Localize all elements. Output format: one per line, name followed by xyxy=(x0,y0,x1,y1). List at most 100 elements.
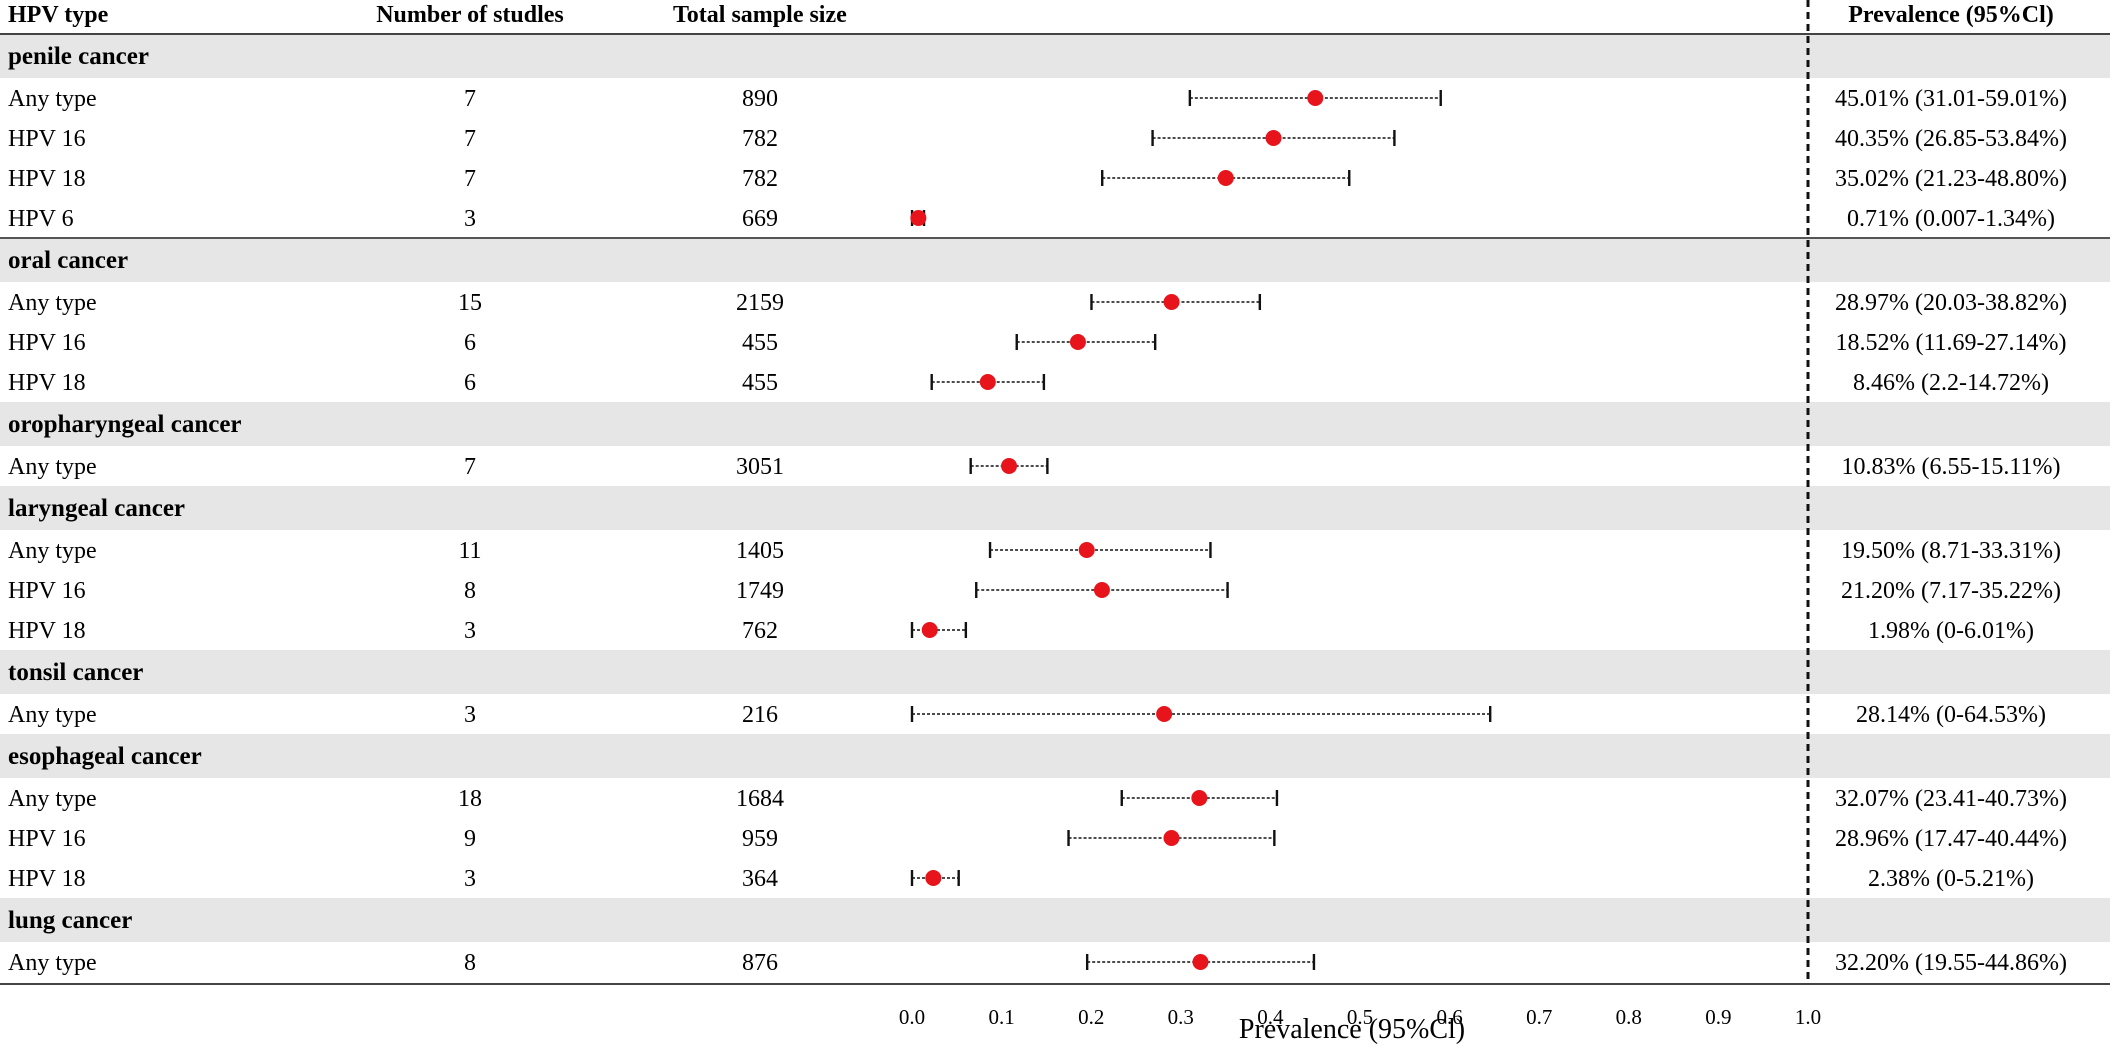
column-header-prevalence: Prevalence (95%Cl) xyxy=(1848,2,2054,28)
x-tick-label: 0.7 xyxy=(1526,1005,1552,1029)
row-sample-size: 782 xyxy=(742,126,778,152)
group-label: penile cancer xyxy=(8,43,149,70)
point-estimate xyxy=(1307,90,1324,106)
row-sample-size: 1684 xyxy=(736,786,784,812)
group-band xyxy=(0,486,2110,530)
row-studies: 9 xyxy=(464,826,476,852)
row-prevalence-text: 28.96% (17.47-40.44%) xyxy=(1835,826,2067,852)
group-band xyxy=(0,402,2110,446)
row-studies: 8 xyxy=(464,578,476,604)
row-prevalence-text: 40.35% (26.85-53.84%) xyxy=(1835,126,2067,152)
row-hpv-type: Any type xyxy=(8,290,97,316)
row-sample-size: 782 xyxy=(742,166,778,192)
row-prevalence-text: 28.14% (0-64.53%) xyxy=(1856,702,2046,728)
row-sample-size: 890 xyxy=(742,86,778,112)
row-sample-size: 2159 xyxy=(736,290,784,316)
point-estimate xyxy=(910,210,927,226)
row-studies: 3 xyxy=(464,206,476,232)
group-label: tonsil cancer xyxy=(8,659,143,686)
row-hpv-type: HPV 16 xyxy=(8,126,86,152)
row-sample-size: 669 xyxy=(742,206,778,232)
row-studies: 6 xyxy=(464,330,476,356)
row-studies: 3 xyxy=(464,866,476,892)
row-hpv-type: HPV 18 xyxy=(8,166,86,192)
x-tick-label: 1.0 xyxy=(1795,1005,1821,1029)
row-hpv-type: Any type xyxy=(8,538,97,564)
row-prevalence-text: 32.20% (19.55-44.86%) xyxy=(1835,950,2067,976)
row-prevalence-text: 10.83% (6.55-15.11%) xyxy=(1841,454,2060,480)
column-header-studies: Number of studles xyxy=(376,2,564,28)
point-estimate xyxy=(1265,130,1282,146)
x-tick-label: 0.8 xyxy=(1616,1005,1642,1029)
row-hpv-type: HPV 6 xyxy=(8,206,74,232)
group-label: oropharyngeal cancer xyxy=(8,411,242,438)
row-sample-size: 455 xyxy=(742,370,778,396)
row-prevalence-text: 19.50% (8.71-33.31%) xyxy=(1841,538,2061,564)
x-axis-title: Prevalence (95%Cl) xyxy=(1239,1014,1465,1045)
point-estimate xyxy=(1192,954,1209,970)
row-studies: 7 xyxy=(464,126,476,152)
point-estimate xyxy=(1217,170,1234,186)
group-band xyxy=(0,898,2110,942)
row-studies: 7 xyxy=(464,454,476,480)
x-tick-label: 0.5 xyxy=(1347,1005,1373,1029)
row-hpv-type: HPV 18 xyxy=(8,618,86,644)
point-estimate xyxy=(1156,706,1173,722)
row-hpv-type: Any type xyxy=(8,86,97,112)
row-studies: 8 xyxy=(464,950,476,976)
prevalence-marks xyxy=(910,90,1492,970)
group-band xyxy=(0,734,2110,778)
row-studies: 15 xyxy=(458,290,482,316)
x-tick-label: 0.3 xyxy=(1168,1005,1194,1029)
row-sample-size: 762 xyxy=(742,618,778,644)
group-label: lung cancer xyxy=(8,907,132,934)
row-studies: 3 xyxy=(464,702,476,728)
x-tick-label: 0.4 xyxy=(1257,1005,1284,1029)
row-prevalence-text: 28.97% (20.03-38.82%) xyxy=(1835,290,2067,316)
group-band xyxy=(0,238,2110,282)
point-estimate xyxy=(1163,294,1180,310)
row-sample-size: 364 xyxy=(742,866,778,892)
row-prevalence-text: 0.71% (0.007-1.34%) xyxy=(1847,206,2055,232)
row-sample-size: 959 xyxy=(742,826,778,852)
row-sample-size: 455 xyxy=(742,330,778,356)
row-sample-size: 1405 xyxy=(736,538,784,564)
row-prevalence-text: 8.46% (2.2-14.72%) xyxy=(1853,370,2049,396)
row-prevalence-text: 2.38% (0-5.21%) xyxy=(1868,866,2034,892)
row-sample-size: 3051 xyxy=(736,454,784,480)
column-header-sample-size: Total sample size xyxy=(673,2,847,28)
row-studies: 11 xyxy=(458,538,481,564)
header-row: HPV type Number of studles Total sample … xyxy=(8,2,2054,28)
row-hpv-type: HPV 16 xyxy=(8,578,86,604)
group-label: oral cancer xyxy=(8,247,128,274)
row-sample-size: 216 xyxy=(742,702,778,728)
row-prevalence-text: 1.98% (0-6.01%) xyxy=(1868,618,2034,644)
row-hpv-type: HPV 18 xyxy=(8,866,86,892)
row-hpv-type: Any type xyxy=(8,786,97,812)
column-header-hpv-type: HPV type xyxy=(8,2,109,28)
point-estimate xyxy=(1093,582,1110,598)
group-label: esophageal cancer xyxy=(8,743,202,770)
row-hpv-type: Any type xyxy=(8,702,97,728)
point-estimate xyxy=(979,374,996,390)
group-label: laryngeal cancer xyxy=(8,495,185,522)
row-hpv-type: HPV 16 xyxy=(8,826,86,852)
row-studies: 3 xyxy=(464,618,476,644)
point-estimate xyxy=(1078,542,1095,558)
group-bands xyxy=(0,34,2110,942)
row-studies: 18 xyxy=(458,786,482,812)
row-prevalence-text: 32.07% (23.41-40.73%) xyxy=(1835,786,2067,812)
point-estimate xyxy=(1163,830,1180,846)
point-estimate xyxy=(925,870,942,886)
row-hpv-type: Any type xyxy=(8,950,97,976)
row-sample-size: 876 xyxy=(742,950,778,976)
row-hpv-type: Any type xyxy=(8,454,97,480)
row-prevalence-text: 35.02% (21.23-48.80%) xyxy=(1835,166,2067,192)
point-estimate xyxy=(921,622,938,638)
point-estimate xyxy=(1001,458,1018,474)
x-axis: 0.0 0.1 0.2 0.3 0.4 0.5 0.6 0.7 0.8 0.9 1.0 xyxy=(0,0,2110,1029)
x-tick-label: 0.0 xyxy=(899,1005,925,1029)
x-tick-label: 0.6 xyxy=(1436,1005,1462,1029)
group-band xyxy=(0,34,2110,78)
